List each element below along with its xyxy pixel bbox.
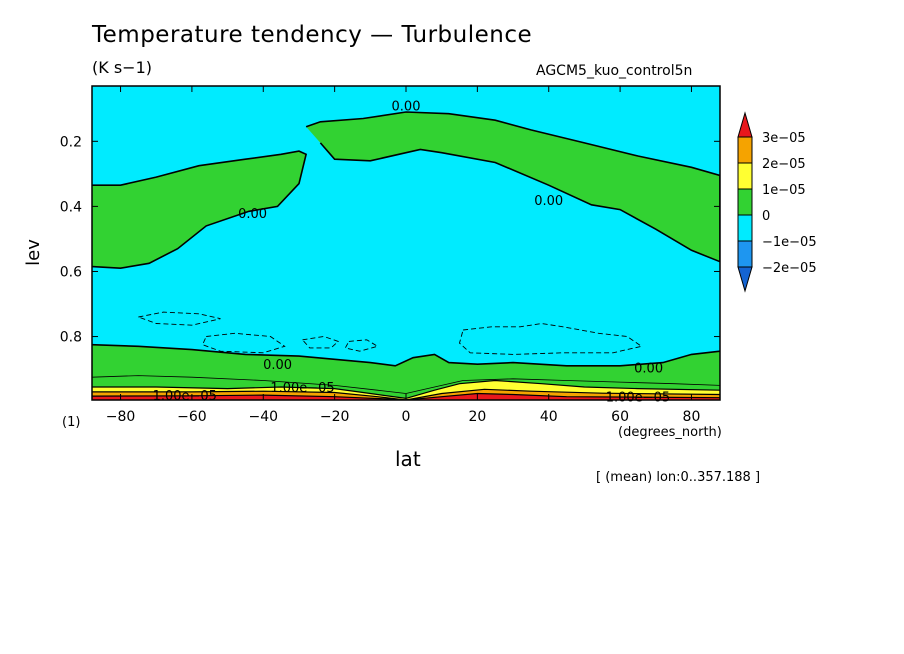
y-tick-label: 0.4 — [60, 199, 82, 215]
orange-layer — [92, 389, 720, 400]
contour-label: 0.00 — [263, 358, 292, 373]
y-tick-label: 0.6 — [60, 264, 82, 280]
contour-label: 1.00e−05 — [153, 389, 217, 404]
positive-region-lower — [92, 344, 720, 400]
yellow-layer — [92, 380, 720, 400]
colorbar-label: 0 — [762, 209, 770, 224]
negative-region-fill — [92, 86, 720, 400]
contour-label: 1.00e−05 — [270, 381, 334, 396]
contour-label: 0.00 — [534, 194, 563, 209]
x-tick-label: −20 — [320, 409, 350, 425]
colorbar-cell — [737, 111, 753, 138]
negative-contour-line — [344, 339, 379, 352]
positive-contour-line — [92, 388, 720, 400]
colorbar-label: 2e−05 — [762, 157, 806, 172]
x-axis-units: (degrees_north) — [618, 425, 722, 440]
negative-contour-line — [301, 336, 340, 349]
x-tick-label: 40 — [540, 409, 558, 425]
negative-contour-line — [136, 311, 221, 326]
positive-region-upper-right — [306, 112, 720, 262]
positive-contour-line — [92, 392, 720, 400]
mean-note: [ (mean) lon:0..357.188 ] — [596, 470, 761, 485]
x-tick-label: −40 — [248, 409, 278, 425]
colorbar-cell — [737, 162, 753, 190]
x-tick-label: 0 — [402, 409, 411, 425]
x-axis-label: lat — [395, 447, 421, 471]
colorbar-cell — [737, 266, 753, 293]
y-tick-label: 0.2 — [60, 134, 82, 150]
zero-contour-line — [92, 150, 308, 270]
contour-label: 0.00 — [238, 207, 267, 222]
contour-label: 0.00 — [634, 361, 663, 376]
colorbar-cell — [737, 240, 753, 268]
contour-label: 0.00 — [392, 100, 421, 115]
negative-contour-line — [201, 332, 286, 354]
y-axis-label: lev — [22, 239, 44, 266]
positive-region-upper-left — [92, 151, 307, 269]
colorbar-label: 3e−05 — [762, 131, 806, 146]
x-tick-label: 60 — [611, 409, 629, 425]
zero-contour-line — [92, 343, 720, 367]
plot-frame — [91, 85, 721, 401]
contour-label: 1.00e−05 — [606, 391, 670, 406]
negative-contour-line — [458, 323, 643, 355]
x-tick-label: 80 — [683, 409, 701, 425]
colorbar-cell — [737, 188, 753, 216]
colorbar-cell — [737, 214, 753, 242]
footnote: (1) — [62, 415, 81, 430]
x-tick-label: −60 — [177, 409, 207, 425]
colorbar: 3e−05 2e−05 1e−05 0 −1e−05 −2e−05 — [737, 111, 817, 293]
chart-title: Temperature tendency — Turbulence — [92, 22, 533, 48]
dataset-label: AGCM5_kuo_control5n — [536, 63, 693, 79]
colorbar-label: −1e−05 — [762, 235, 817, 250]
red-layer — [92, 393, 720, 400]
x-tick-label: 20 — [468, 409, 486, 425]
positive-contour-line — [92, 375, 720, 394]
zero-contour-line — [305, 111, 720, 263]
colorbar-cell — [737, 136, 753, 164]
chart-units: (K s−1) — [92, 58, 152, 77]
x-tick-label: −80 — [106, 409, 136, 425]
positive-contour-line — [92, 379, 720, 400]
colorbar-label: −2e−05 — [762, 261, 817, 276]
colorbar-label: 1e−05 — [762, 183, 806, 198]
y-tick-label: 0.8 — [60, 330, 82, 346]
